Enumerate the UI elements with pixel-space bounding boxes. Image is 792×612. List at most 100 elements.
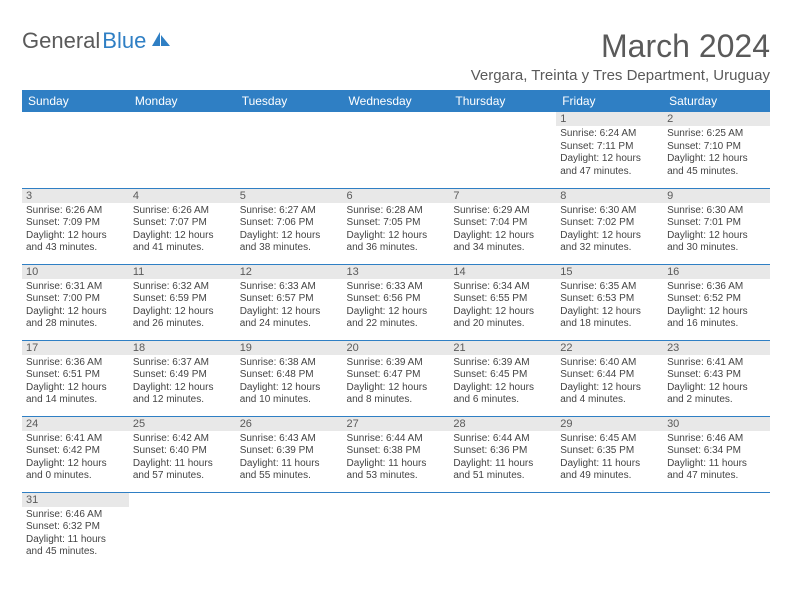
calendar-day-cell: 5Sunrise: 6:27 AMSunset: 7:06 PMDaylight… (236, 188, 343, 264)
day-info: Sunrise: 6:39 AMSunset: 6:47 PMDaylight:… (343, 355, 450, 410)
day-number: 31 (22, 493, 129, 507)
day-number: 30 (663, 417, 770, 431)
day-info: Sunrise: 6:24 AMSunset: 7:11 PMDaylight:… (556, 126, 663, 181)
day-info: Sunrise: 6:33 AMSunset: 6:57 PMDaylight:… (236, 279, 343, 334)
calendar-week-row: 24Sunrise: 6:41 AMSunset: 6:42 PMDayligh… (22, 416, 770, 492)
day-info: Sunrise: 6:44 AMSunset: 6:36 PMDaylight:… (449, 431, 556, 486)
day-info: Sunrise: 6:46 AMSunset: 6:34 PMDaylight:… (663, 431, 770, 486)
day-info: Sunrise: 6:41 AMSunset: 6:42 PMDaylight:… (22, 431, 129, 486)
day-number: 15 (556, 265, 663, 279)
calendar-day-cell: 11Sunrise: 6:32 AMSunset: 6:59 PMDayligh… (129, 264, 236, 340)
calendar-empty-cell (236, 492, 343, 568)
calendar-day-cell: 8Sunrise: 6:30 AMSunset: 7:02 PMDaylight… (556, 188, 663, 264)
calendar-empty-cell (129, 112, 236, 188)
day-header: Monday (129, 90, 236, 112)
calendar-day-cell: 3Sunrise: 6:26 AMSunset: 7:09 PMDaylight… (22, 188, 129, 264)
day-header: Sunday (22, 90, 129, 112)
calendar-week-row: 3Sunrise: 6:26 AMSunset: 7:09 PMDaylight… (22, 188, 770, 264)
calendar-day-cell: 20Sunrise: 6:39 AMSunset: 6:47 PMDayligh… (343, 340, 450, 416)
brand-part1: General (22, 28, 100, 54)
calendar-day-cell: 18Sunrise: 6:37 AMSunset: 6:49 PMDayligh… (129, 340, 236, 416)
day-number: 14 (449, 265, 556, 279)
day-number: 29 (556, 417, 663, 431)
day-number: 4 (129, 189, 236, 203)
day-header: Thursday (449, 90, 556, 112)
calendar-day-cell: 9Sunrise: 6:30 AMSunset: 7:01 PMDaylight… (663, 188, 770, 264)
day-info: Sunrise: 6:29 AMSunset: 7:04 PMDaylight:… (449, 203, 556, 258)
day-number: 8 (556, 189, 663, 203)
calendar-empty-cell (556, 492, 663, 568)
calendar-day-cell: 15Sunrise: 6:35 AMSunset: 6:53 PMDayligh… (556, 264, 663, 340)
day-info: Sunrise: 6:30 AMSunset: 7:01 PMDaylight:… (663, 203, 770, 258)
calendar-week-row: 1Sunrise: 6:24 AMSunset: 7:11 PMDaylight… (22, 112, 770, 188)
day-number: 11 (129, 265, 236, 279)
calendar-empty-cell (343, 492, 450, 568)
day-number: 9 (663, 189, 770, 203)
day-info: Sunrise: 6:25 AMSunset: 7:10 PMDaylight:… (663, 126, 770, 181)
day-number: 13 (343, 265, 450, 279)
calendar-day-cell: 4Sunrise: 6:26 AMSunset: 7:07 PMDaylight… (129, 188, 236, 264)
calendar-day-cell: 7Sunrise: 6:29 AMSunset: 7:04 PMDaylight… (449, 188, 556, 264)
calendar-day-cell: 24Sunrise: 6:41 AMSunset: 6:42 PMDayligh… (22, 416, 129, 492)
day-info: Sunrise: 6:27 AMSunset: 7:06 PMDaylight:… (236, 203, 343, 258)
day-header: Tuesday (236, 90, 343, 112)
calendar-day-cell: 21Sunrise: 6:39 AMSunset: 6:45 PMDayligh… (449, 340, 556, 416)
calendar-day-cell: 25Sunrise: 6:42 AMSunset: 6:40 PMDayligh… (129, 416, 236, 492)
day-number: 20 (343, 341, 450, 355)
calendar-week-row: 31Sunrise: 6:46 AMSunset: 6:32 PMDayligh… (22, 492, 770, 568)
title-block: March 2024 Vergara, Treinta y Tres Depar… (471, 28, 770, 84)
day-number: 3 (22, 189, 129, 203)
day-number: 12 (236, 265, 343, 279)
calendar-day-cell: 12Sunrise: 6:33 AMSunset: 6:57 PMDayligh… (236, 264, 343, 340)
day-info: Sunrise: 6:32 AMSunset: 6:59 PMDaylight:… (129, 279, 236, 334)
day-number: 23 (663, 341, 770, 355)
day-info: Sunrise: 6:36 AMSunset: 6:52 PMDaylight:… (663, 279, 770, 334)
calendar-day-cell: 23Sunrise: 6:41 AMSunset: 6:43 PMDayligh… (663, 340, 770, 416)
day-info: Sunrise: 6:41 AMSunset: 6:43 PMDaylight:… (663, 355, 770, 410)
calendar-empty-cell (449, 492, 556, 568)
brand-part2: Blue (102, 28, 146, 54)
day-number: 16 (663, 265, 770, 279)
calendar-day-cell: 17Sunrise: 6:36 AMSunset: 6:51 PMDayligh… (22, 340, 129, 416)
calendar-day-cell: 13Sunrise: 6:33 AMSunset: 6:56 PMDayligh… (343, 264, 450, 340)
calendar-day-cell: 26Sunrise: 6:43 AMSunset: 6:39 PMDayligh… (236, 416, 343, 492)
calendar-day-cell: 22Sunrise: 6:40 AMSunset: 6:44 PMDayligh… (556, 340, 663, 416)
day-number: 24 (22, 417, 129, 431)
calendar-body: 1Sunrise: 6:24 AMSunset: 7:11 PMDaylight… (22, 112, 770, 568)
calendar-table: SundayMondayTuesdayWednesdayThursdayFrid… (22, 90, 770, 568)
day-number: 17 (22, 341, 129, 355)
day-info: Sunrise: 6:28 AMSunset: 7:05 PMDaylight:… (343, 203, 450, 258)
calendar-day-cell: 6Sunrise: 6:28 AMSunset: 7:05 PMDaylight… (343, 188, 450, 264)
calendar-day-cell: 19Sunrise: 6:38 AMSunset: 6:48 PMDayligh… (236, 340, 343, 416)
day-info: Sunrise: 6:40 AMSunset: 6:44 PMDaylight:… (556, 355, 663, 410)
header: GeneralBlue March 2024 Vergara, Treinta … (22, 28, 770, 84)
calendar-week-row: 10Sunrise: 6:31 AMSunset: 7:00 PMDayligh… (22, 264, 770, 340)
calendar-day-cell: 16Sunrise: 6:36 AMSunset: 6:52 PMDayligh… (663, 264, 770, 340)
day-info: Sunrise: 6:31 AMSunset: 7:00 PMDaylight:… (22, 279, 129, 334)
day-info: Sunrise: 6:35 AMSunset: 6:53 PMDaylight:… (556, 279, 663, 334)
day-info: Sunrise: 6:42 AMSunset: 6:40 PMDaylight:… (129, 431, 236, 486)
calendar-day-cell: 30Sunrise: 6:46 AMSunset: 6:34 PMDayligh… (663, 416, 770, 492)
day-number: 18 (129, 341, 236, 355)
day-info: Sunrise: 6:39 AMSunset: 6:45 PMDaylight:… (449, 355, 556, 410)
calendar-day-cell: 27Sunrise: 6:44 AMSunset: 6:38 PMDayligh… (343, 416, 450, 492)
location-text: Vergara, Treinta y Tres Department, Urug… (471, 67, 770, 84)
day-info: Sunrise: 6:43 AMSunset: 6:39 PMDaylight:… (236, 431, 343, 486)
day-header: Friday (556, 90, 663, 112)
day-number: 19 (236, 341, 343, 355)
day-number: 22 (556, 341, 663, 355)
calendar-empty-cell (129, 492, 236, 568)
day-header: Wednesday (343, 90, 450, 112)
day-number: 2 (663, 112, 770, 126)
calendar-day-cell: 1Sunrise: 6:24 AMSunset: 7:11 PMDaylight… (556, 112, 663, 188)
day-number: 26 (236, 417, 343, 431)
calendar-day-cell: 28Sunrise: 6:44 AMSunset: 6:36 PMDayligh… (449, 416, 556, 492)
day-number: 7 (449, 189, 556, 203)
calendar-empty-cell (22, 112, 129, 188)
day-info: Sunrise: 6:46 AMSunset: 6:32 PMDaylight:… (22, 507, 129, 562)
day-info: Sunrise: 6:34 AMSunset: 6:55 PMDaylight:… (449, 279, 556, 334)
day-number: 28 (449, 417, 556, 431)
day-number: 6 (343, 189, 450, 203)
day-info: Sunrise: 6:30 AMSunset: 7:02 PMDaylight:… (556, 203, 663, 258)
page-title: March 2024 (471, 28, 770, 65)
